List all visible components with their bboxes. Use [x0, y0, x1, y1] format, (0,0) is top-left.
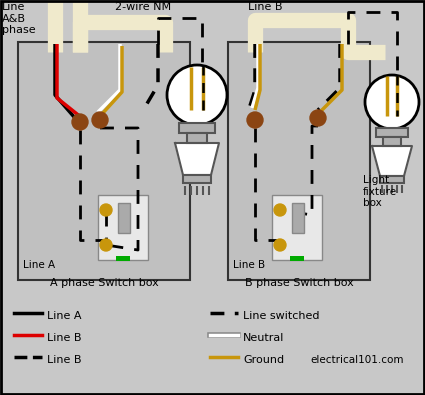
Bar	[98, 195, 148, 260]
Text: Light
fixture
box: Light fixture box	[363, 175, 397, 208]
Bar	[179, 123, 215, 133]
Circle shape	[274, 204, 286, 216]
Bar	[18, 42, 190, 280]
Circle shape	[72, 114, 88, 130]
Polygon shape	[372, 146, 412, 176]
Text: 2-wire NM: 2-wire NM	[115, 2, 171, 12]
Bar	[376, 128, 408, 137]
Circle shape	[100, 239, 112, 251]
Circle shape	[365, 75, 419, 129]
Text: Line B: Line B	[47, 355, 82, 365]
Bar	[187, 133, 207, 143]
Text: Line switched: Line switched	[243, 311, 320, 321]
Text: Neutral: Neutral	[243, 333, 284, 343]
Circle shape	[100, 204, 112, 216]
Text: B phase Switch box: B phase Switch box	[245, 278, 353, 288]
Text: Line B: Line B	[248, 2, 283, 12]
Circle shape	[92, 112, 108, 128]
Text: Line
A&B
phase: Line A&B phase	[2, 2, 36, 35]
Bar	[380, 176, 404, 183]
Bar	[116, 256, 130, 261]
Bar	[228, 42, 370, 280]
Text: Ground: Ground	[243, 355, 284, 365]
Bar	[383, 137, 401, 146]
Bar	[118, 203, 130, 233]
Circle shape	[310, 110, 326, 126]
Text: Line A: Line A	[47, 311, 82, 321]
Text: Line B: Line B	[233, 260, 265, 270]
Circle shape	[247, 112, 263, 128]
Bar	[290, 256, 304, 261]
Bar	[292, 203, 304, 233]
Circle shape	[274, 239, 286, 251]
Bar	[183, 175, 211, 183]
Text: electrical101.com: electrical101.com	[310, 355, 403, 365]
Text: A phase Switch box: A phase Switch box	[50, 278, 159, 288]
Text: Line B: Line B	[47, 333, 82, 343]
Bar	[272, 195, 322, 260]
Polygon shape	[175, 143, 219, 175]
Circle shape	[167, 65, 227, 125]
Text: Line A: Line A	[23, 260, 55, 270]
